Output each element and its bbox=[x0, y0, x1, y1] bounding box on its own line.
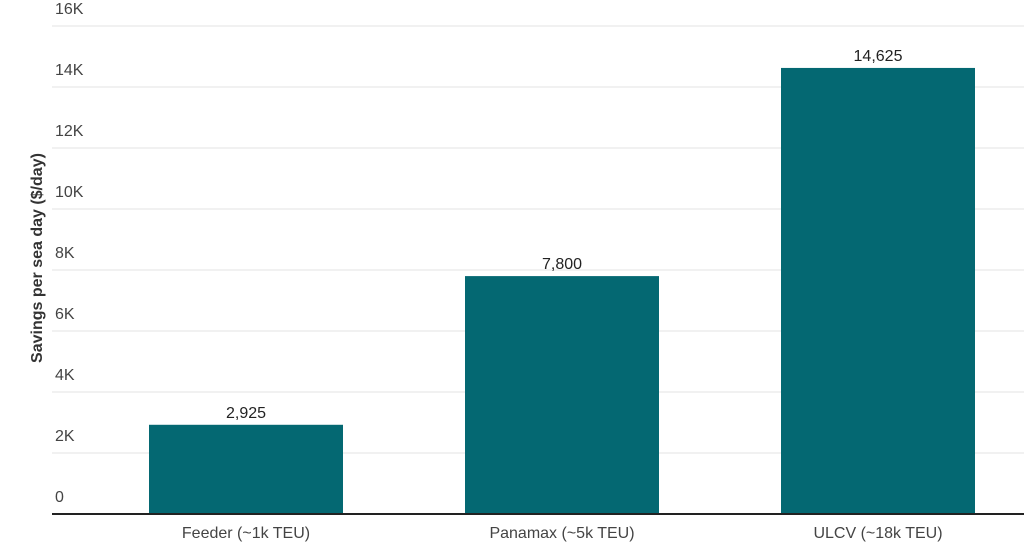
y-tick-label: 0 bbox=[55, 489, 64, 506]
y-tick-label: 6K bbox=[55, 306, 75, 323]
y-tick-label: 10K bbox=[55, 184, 84, 201]
bar bbox=[149, 424, 343, 514]
x-tick-label: ULCV (~18k TEU) bbox=[813, 525, 942, 542]
x-tick-label: Panamax (~5k TEU) bbox=[489, 525, 634, 542]
y-tick-label: 16K bbox=[55, 1, 84, 18]
bar bbox=[781, 67, 975, 514]
value-label: 7,800 bbox=[542, 256, 582, 273]
y-tick-label: 12K bbox=[55, 123, 84, 140]
y-tick-label: 2K bbox=[55, 428, 75, 445]
y-tick-label: 8K bbox=[55, 245, 75, 262]
value-label: 14,625 bbox=[854, 48, 903, 65]
y-axis-label: Savings per sea day ($/day) bbox=[29, 153, 46, 363]
bar bbox=[465, 276, 659, 514]
x-tick-label: Feeder (~1k TEU) bbox=[182, 525, 310, 542]
value-label: 2,925 bbox=[226, 405, 266, 422]
y-tick-label: 4K bbox=[55, 367, 75, 384]
y-tick-label: 14K bbox=[55, 62, 84, 79]
